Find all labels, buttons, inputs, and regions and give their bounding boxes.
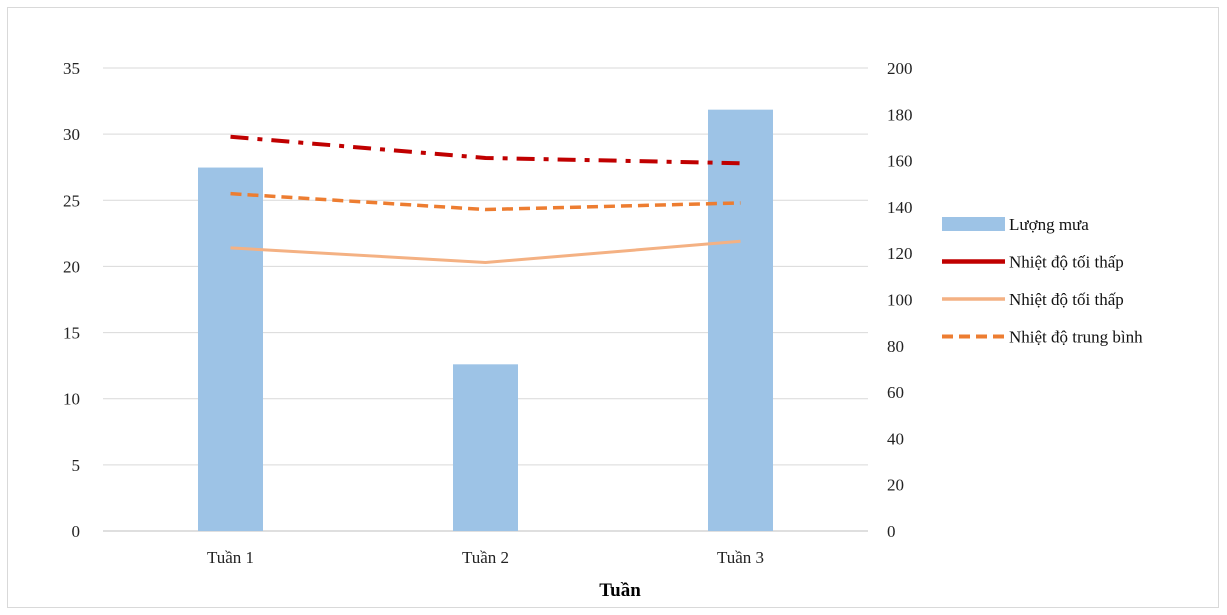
axes: 0 5 10 15 20 25 30 35 0 20 40 60 80 100 120 140 160 180 20… (63, 59, 913, 567)
legend-label: Nhiệt độ tối thấp (1009, 290, 1124, 309)
y2-tick-label: 0 (887, 522, 896, 541)
line-series (230, 134, 741, 264)
y2-tick-label: 100 (887, 291, 913, 310)
legend-label: Lượng mưa (1009, 215, 1089, 234)
series-line (230, 134, 741, 166)
bar (453, 364, 518, 531)
legend-label: Nhiệt độ tối thấp (1009, 253, 1124, 272)
y2-tick-label: 80 (887, 337, 904, 356)
bar (198, 167, 263, 532)
y2-tick-label: 20 (887, 476, 904, 495)
legend-label: Nhiệt độ trung bình (1009, 328, 1143, 347)
y-tick-label: 0 (72, 522, 81, 541)
y-tick-label: 20 (63, 257, 80, 276)
series-line (230, 191, 741, 212)
y2-tick-label: 120 (887, 244, 913, 263)
bar (708, 109, 773, 532)
y2-tick-label: 60 (887, 383, 904, 402)
y2-tick-label: 200 (887, 59, 913, 78)
legend-swatch (942, 217, 1005, 231)
y2-tick-label: 180 (887, 105, 913, 124)
y2-tick-label: 140 (887, 198, 913, 217)
x-axis-title: Tuần (599, 580, 641, 601)
legend: Lượng mưa Nhiệt độ tối thấp Nhiệt độ tối t… (942, 215, 1143, 347)
y-tick-label: 30 (63, 125, 80, 144)
x-tick-label: Tuần 1 (207, 548, 254, 567)
y-tick-label: 35 (63, 59, 80, 78)
bar-series (198, 109, 773, 532)
x-tick-label: Tuần 2 (462, 548, 509, 567)
series-line (230, 239, 741, 264)
y-tick-label: 15 (63, 324, 80, 343)
y-tick-label: 25 (63, 191, 80, 210)
x-tick-label: Tuần 3 (717, 548, 764, 567)
y-tick-label: 5 (72, 456, 81, 475)
y-tick-label: 10 (63, 390, 80, 409)
y2-tick-label: 160 (887, 152, 913, 171)
y2-tick-label: 40 (887, 429, 904, 448)
